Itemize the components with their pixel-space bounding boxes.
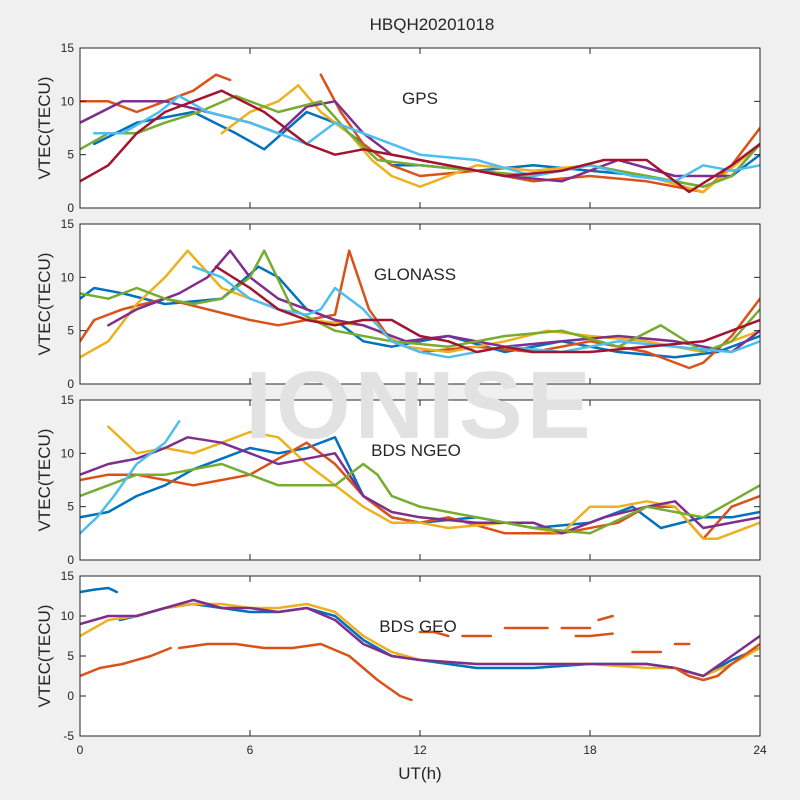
y-tick-label: 0	[67, 377, 74, 391]
panel-1: 0 5 10 15 VTEC(TECU) GLONASS	[35, 217, 761, 391]
x-axis-label: UT(h)	[398, 764, 441, 783]
series-line	[177, 642, 413, 702]
panel-label: BDS NGEO	[371, 441, 461, 460]
y-tick-label: 5	[67, 649, 74, 663]
series-line	[673, 642, 760, 682]
y-axis-label: VTEC(TECU)	[35, 253, 54, 356]
y-tick-label: 10	[61, 94, 75, 108]
panel-label: GPS	[402, 89, 438, 108]
y-tick-label: 0	[67, 553, 74, 567]
y-axis-label: VTEC(TECU)	[35, 429, 54, 532]
panel-label: BDS GEO	[379, 617, 456, 636]
series-line	[80, 462, 760, 535]
y-tick-label: -5	[63, 729, 74, 743]
series-line	[121, 646, 172, 666]
y-tick-label: 0	[67, 201, 74, 215]
y-tick-label: 10	[61, 446, 75, 460]
y-tick-label: 15	[61, 217, 75, 231]
series-line	[80, 436, 760, 535]
x-tick-label: 0	[77, 743, 84, 757]
series-line	[80, 602, 760, 678]
watermark-text: IONISE	[245, 352, 594, 459]
y-tick-label: 15	[61, 569, 75, 583]
series-group	[80, 586, 760, 702]
x-tick-label: 6	[247, 743, 254, 757]
y-tick-label: 10	[61, 609, 75, 623]
series-line	[80, 586, 119, 594]
y-tick-label: 5	[67, 324, 74, 338]
y-tick-label: 10	[61, 270, 75, 284]
series-line	[574, 632, 614, 638]
series-line	[80, 598, 760, 678]
series-line	[214, 265, 760, 354]
series-line	[80, 249, 760, 354]
series-line	[192, 265, 760, 359]
panels: 0 5 10 15 VTEC(TECU) GPS 0 5 10 15 VTEC(TECU) GLONA…	[35, 41, 767, 757]
series-group	[80, 73, 760, 194]
series-group	[80, 249, 760, 370]
panel-2: 0 5 10 15 VTEC(TECU) BDS NGEO	[35, 393, 761, 567]
plot-area	[80, 576, 760, 736]
figure-title: HBQH20201018	[370, 15, 495, 34]
panel-label: GLONASS	[374, 265, 456, 284]
series-line	[107, 425, 760, 540]
series-line	[92, 94, 760, 183]
y-axis-label: VTEC(TECU)	[35, 605, 54, 708]
series-line	[597, 614, 614, 622]
series-line	[80, 420, 181, 535]
series-line	[80, 441, 760, 540]
x-tick-label: 12	[413, 743, 427, 757]
y-tick-label: 5	[67, 500, 74, 514]
series-group	[80, 420, 760, 540]
series-line	[80, 662, 124, 678]
panel-0: 0 5 10 15 VTEC(TECU) GPS	[35, 41, 761, 215]
y-tick-label: 5	[67, 148, 74, 162]
series-line	[80, 89, 760, 194]
y-tick-label: 15	[61, 41, 75, 55]
x-tick-label: 18	[583, 743, 597, 757]
y-tick-label: 15	[61, 393, 75, 407]
x-tick-label: 24	[753, 743, 767, 757]
series-line	[418, 630, 450, 638]
plot-area	[80, 400, 760, 560]
y-axis-label: VTEC(TECU)	[35, 77, 54, 180]
y-tick-label: 0	[67, 689, 74, 703]
